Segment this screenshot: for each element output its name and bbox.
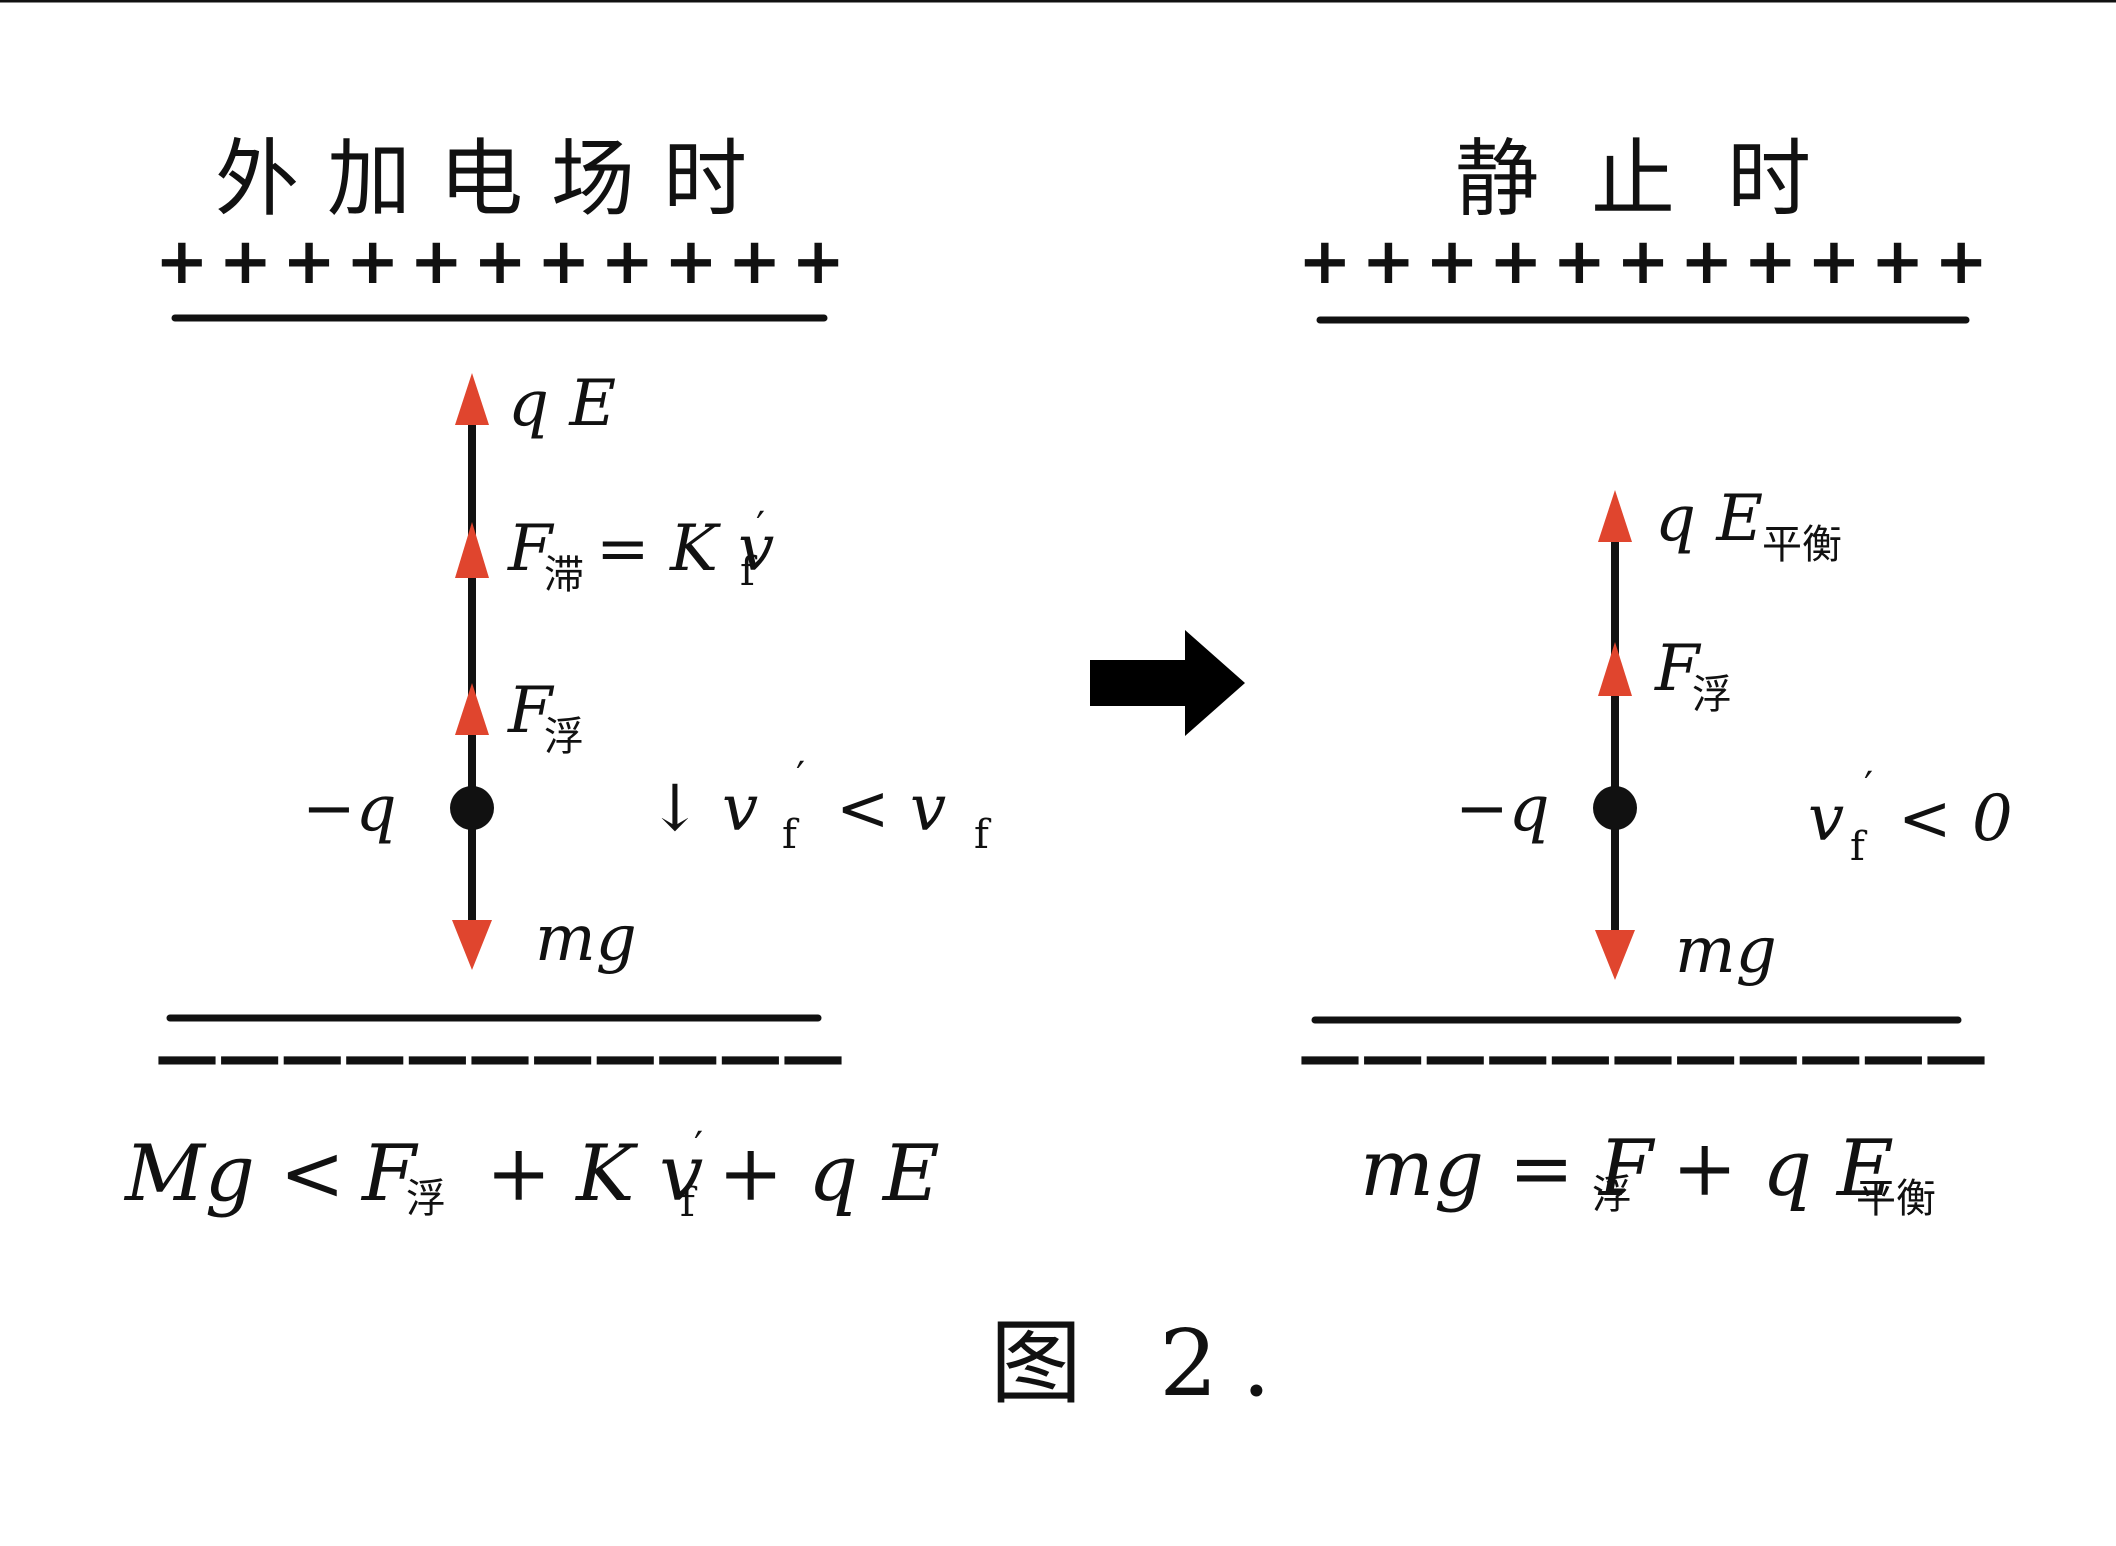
right-mg-arrowhead bbox=[1595, 930, 1635, 980]
transition-arrow-icon bbox=[1090, 630, 1245, 736]
left-Fzhi-rhs: = K v bbox=[596, 512, 774, 586]
left-panel: 外加电场时 + + + + + + + + + + + q E F 滞 = K … bbox=[123, 130, 992, 1226]
left-mg-arrowhead bbox=[452, 920, 492, 970]
left-velocity-subscript: f bbox=[782, 812, 800, 858]
left-equation-F-subscript: 浮 bbox=[406, 1176, 446, 1222]
left-equation-kv: + K v bbox=[486, 1129, 703, 1219]
right-charge-dot bbox=[1593, 786, 1637, 830]
left-equation-tail: + q E bbox=[718, 1129, 940, 1219]
right-Ffu-arrowhead bbox=[1598, 642, 1632, 696]
left-charge-label: −q bbox=[302, 772, 397, 846]
left-equation-F: F bbox=[360, 1129, 419, 1219]
right-velocity-prime: ′ bbox=[1864, 764, 1873, 810]
left-qE-label: q E bbox=[508, 367, 616, 441]
left-equation-prime: ′ bbox=[694, 1124, 703, 1170]
right-mg-label: mg bbox=[1675, 914, 1777, 988]
left-positive-charges: + + + + + + + + + + + bbox=[155, 225, 845, 299]
left-Fzhi-prime: ′ bbox=[756, 504, 765, 550]
right-equation-F-subscript: 浮 bbox=[1592, 1172, 1632, 1218]
right-equation-tail-subscript: 平衡 bbox=[1856, 1176, 1936, 1222]
right-equation-lhs: mg = F bbox=[1360, 1124, 1656, 1214]
right-qE-arrowhead bbox=[1598, 490, 1632, 542]
left-equation-lhs: Mg < bbox=[123, 1129, 345, 1219]
left-velocity-compare-subscript: f bbox=[974, 812, 992, 858]
right-Ffu-label: F bbox=[1654, 632, 1702, 706]
left-Fzhi-arrowhead bbox=[455, 522, 489, 578]
left-qE-arrowhead bbox=[455, 373, 489, 425]
right-qE-label: q E bbox=[1655, 482, 1763, 556]
right-positive-charges: + + + + + + + + + + + bbox=[1298, 225, 1988, 299]
left-Fzhi-subscript: 滞 bbox=[544, 552, 584, 598]
figure-caption: 图 2. bbox=[990, 1310, 1295, 1417]
right-negative-charges: — — — — — — — — — — — bbox=[1298, 1020, 1988, 1094]
left-Ffu-arrowhead bbox=[455, 683, 489, 735]
left-Fzhi-label: F bbox=[507, 512, 555, 586]
left-velocity-prime: ′ bbox=[796, 754, 805, 800]
right-velocity-label: v bbox=[1808, 782, 1844, 856]
left-mg-label: mg bbox=[535, 902, 637, 976]
left-velocity-compare: < v bbox=[836, 772, 946, 846]
left-Ffu-subscript: 浮 bbox=[544, 714, 584, 760]
left-negative-charges: — — — — — — — — — — — bbox=[155, 1020, 845, 1094]
left-title: 外加电场时 bbox=[215, 130, 775, 228]
left-charge-dot bbox=[450, 786, 494, 830]
left-velocity-label: ↓ v bbox=[648, 772, 758, 846]
left-Ffu-label: F bbox=[507, 674, 555, 748]
left-equation-kv-subscript: f bbox=[680, 1180, 698, 1226]
right-equation-tail: + q E bbox=[1672, 1124, 1894, 1214]
right-panel: 静止时 + + + + + + + + + + + q E 平衡 F 浮 −q … bbox=[1298, 130, 2013, 1222]
right-title: 静止时 bbox=[1455, 130, 1863, 228]
left-Fzhi-rhs-subscript: f bbox=[740, 549, 758, 595]
right-charge-label: −q bbox=[1455, 772, 1550, 846]
right-Ffu-subscript: 浮 bbox=[1692, 672, 1732, 718]
right-qE-subscript: 平衡 bbox=[1762, 522, 1842, 568]
right-velocity-subscript: f bbox=[1850, 824, 1868, 870]
right-velocity-compare: < 0 bbox=[1898, 782, 2013, 856]
